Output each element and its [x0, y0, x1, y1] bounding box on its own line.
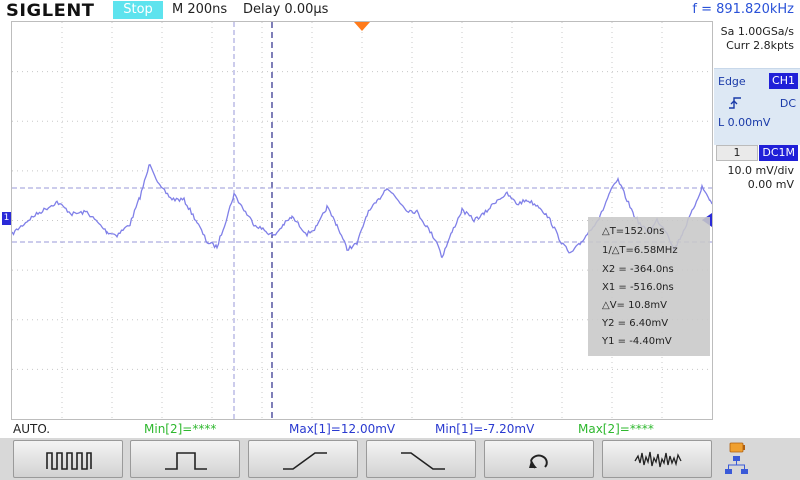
single-pulse-icon: [165, 452, 207, 470]
network-icon: [725, 456, 748, 474]
noise-waveform-icon: [634, 451, 682, 468]
measure-min-ch1: Min[1]=-7.20mV: [435, 422, 535, 436]
softkey-return[interactable]: [484, 440, 594, 478]
trigger-coupling: DC: [779, 97, 796, 110]
measure-max-ch1: Max[1]=12.00mV: [289, 422, 396, 436]
measurement-bar: AUTO. Min[2]=**** Max[1]=12.00mV Min[1]=…: [0, 421, 800, 438]
rising-edge-icon: [729, 97, 741, 109]
acquire-mode: AUTO.: [13, 422, 51, 436]
status-icons: [722, 440, 800, 478]
soft-key-bar: [0, 438, 800, 480]
falling-ramp-icon: [401, 452, 445, 470]
cursor-delta-v: △V= 10.8mV: [602, 300, 667, 311]
rising-ramp-icon: [283, 452, 327, 470]
channel-number: 1: [716, 145, 758, 161]
top-status-bar: SIGLENT Stop M 200ns Delay 0.00μs f = 89…: [0, 0, 800, 21]
softkey-falling-ramp[interactable]: [366, 440, 476, 478]
sample-rate: Sa 1.00GSa/s: [720, 25, 794, 38]
cursor-inverse-delta-t: 1/△T=6.58MHz: [602, 245, 678, 256]
cursor-x2: X2 = -364.0ns: [602, 264, 674, 275]
run-stop-indicator[interactable]: Stop: [113, 1, 163, 19]
return-icon: [529, 454, 548, 469]
cursor-x1: X1 = -516.0ns: [602, 282, 674, 293]
trigger-settings[interactable]: Edge CH1 DC L 0.00mV: [714, 68, 800, 152]
vertical-offset: 0.00 mV: [747, 178, 794, 191]
frequency-counter: f = 891.820kHz: [692, 2, 794, 17]
measure-max-ch2: Max[2]=****: [578, 422, 654, 436]
timebase-readout[interactable]: M 200ns: [172, 2, 228, 17]
status-icon-group: [725, 442, 748, 474]
softkey-rising-ramp[interactable]: [248, 440, 358, 478]
channel-coupling: DC1M: [759, 145, 798, 161]
measure-min-ch2: Min[2]=****: [144, 422, 217, 436]
cursor-y2: Y2 = 6.40mV: [602, 318, 669, 329]
trigger-source: CH1: [769, 73, 798, 89]
brand-logo: SIGLENT: [6, 1, 95, 21]
trigger-position-marker[interactable]: [354, 22, 370, 31]
channel-1-ground-marker[interactable]: 1: [2, 212, 11, 225]
trigger-type: Edge: [718, 75, 746, 88]
softkey-pulse-train[interactable]: [13, 440, 123, 478]
delay-readout[interactable]: Delay 0.00μs: [243, 2, 329, 17]
vertical-scale: 10.0 mV/div: [727, 164, 794, 177]
pulse-train-icon: [46, 452, 92, 470]
cursor-y1: Y1 = -4.40mV: [602, 336, 672, 347]
battery-icon: [729, 442, 745, 453]
cursor-lines: [12, 22, 712, 419]
channel-marker-label: 1: [3, 213, 10, 223]
cursor-readout-panel: △T=152.0ns 1/△T=6.58MHz X2 = -364.0ns X1…: [588, 217, 710, 356]
trigger-level: L 0.00mV: [718, 116, 771, 129]
channel-1-settings[interactable]: 1 DC1M 10.0 mV/div 0.00 mV: [714, 145, 800, 193]
right-info-panel: Sa 1.00GSa/s Curr 2.8kpts Edge CH1 DC L …: [714, 21, 800, 420]
memory-depth: Curr 2.8kpts: [726, 39, 794, 52]
softkey-noise-waveform[interactable]: [602, 440, 712, 478]
cursor-delta-t: △T=152.0ns: [602, 226, 665, 237]
softkey-single-pulse[interactable]: [130, 440, 240, 478]
